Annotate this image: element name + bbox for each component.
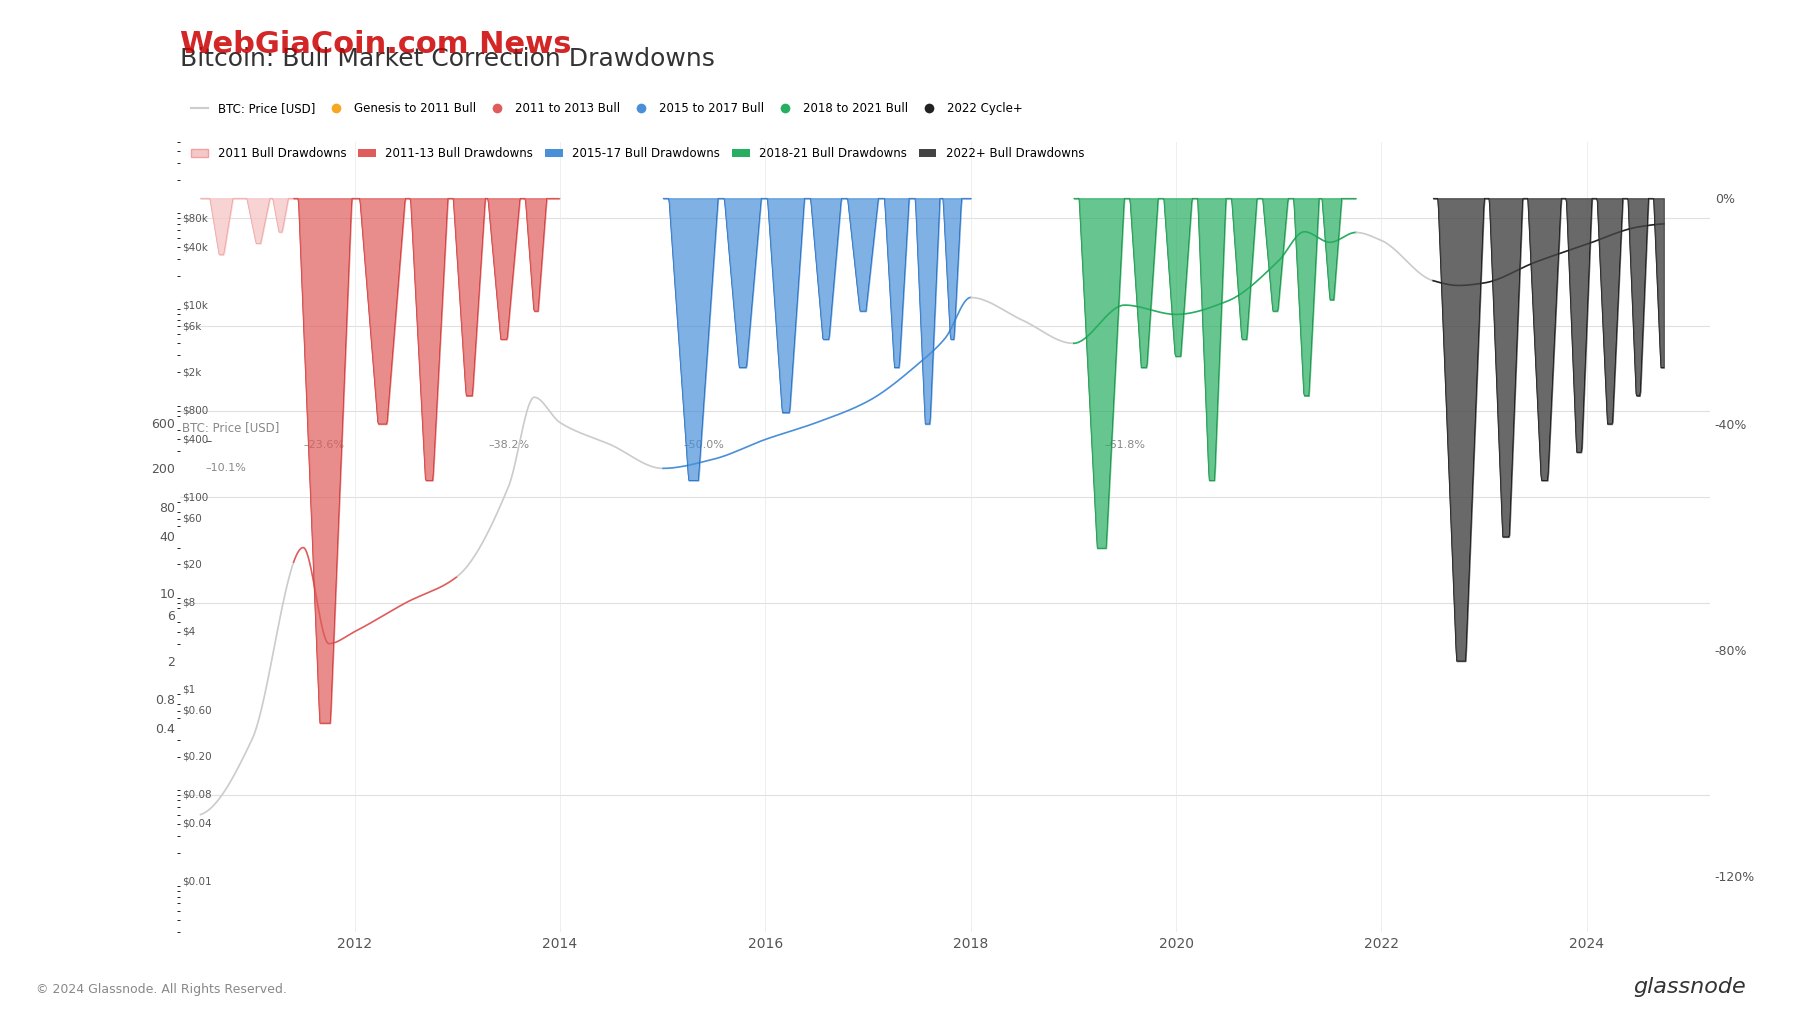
Text: $0.01: $0.01 (182, 876, 212, 886)
Text: © 2024 Glassnode. All Rights Reserved.: © 2024 Glassnode. All Rights Reserved. (36, 983, 286, 996)
Text: $8: $8 (182, 598, 196, 608)
Text: –38.2%: –38.2% (488, 440, 529, 450)
Text: $20: $20 (182, 559, 202, 569)
Text: $100: $100 (182, 492, 209, 502)
Text: Bitcoin: Bull Market Correction Drawdowns: Bitcoin: Bull Market Correction Drawdown… (180, 47, 715, 71)
Text: $400: $400 (182, 435, 209, 445)
Text: $10k: $10k (182, 300, 209, 310)
Text: $1: $1 (182, 685, 196, 695)
Text: BTC: Price [USD]: BTC: Price [USD] (182, 421, 279, 435)
Legend: BTC: Price [USD], Genesis to 2011 Bull, 2011 to 2013 Bull, 2015 to 2017 Bull, 20: BTC: Price [USD], Genesis to 2011 Bull, … (185, 97, 1028, 120)
Text: –61.8%: –61.8% (1103, 440, 1145, 450)
Text: WebGiaCoin.com News: WebGiaCoin.com News (180, 30, 572, 60)
Text: –10.1%: –10.1% (205, 463, 247, 473)
Text: $4: $4 (182, 627, 196, 636)
Text: –23.6%: –23.6% (302, 440, 344, 450)
Text: $800: $800 (182, 405, 209, 415)
Text: $2k: $2k (182, 368, 202, 377)
Text: $0.08: $0.08 (182, 790, 212, 800)
Text: –: – (205, 435, 212, 448)
Text: $6k: $6k (182, 321, 202, 331)
Legend: 2011 Bull Drawdowns, 2011-13 Bull Drawdowns, 2015-17 Bull Drawdowns, 2018-21 Bul: 2011 Bull Drawdowns, 2011-13 Bull Drawdo… (185, 143, 1089, 165)
Text: –50.0%: –50.0% (684, 440, 724, 450)
Text: $80k: $80k (182, 214, 209, 223)
Text: $0.20: $0.20 (182, 752, 212, 762)
Text: glassnode: glassnode (1633, 977, 1746, 997)
Text: $40k: $40k (182, 242, 209, 252)
Text: $0.04: $0.04 (182, 819, 212, 829)
Text: $0.60: $0.60 (182, 706, 212, 716)
Text: $60: $60 (182, 514, 202, 524)
